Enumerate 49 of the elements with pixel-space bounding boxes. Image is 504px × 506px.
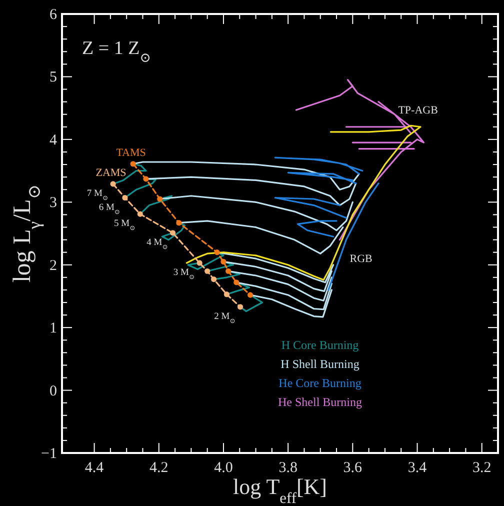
point bbox=[226, 268, 232, 274]
annotation: 4 M$_{⊙}$ bbox=[146, 238, 168, 250]
y-tick-label: 2 bbox=[50, 258, 57, 274]
x-tick-label: 4.4 bbox=[84, 460, 104, 476]
y-tick-label: −1 bbox=[41, 446, 57, 462]
text: He Core Burning bbox=[278, 376, 362, 390]
annotation: 7 M$_{⊙}$ bbox=[86, 188, 108, 202]
annotation: Z = 1 Z$_{⊙}$ bbox=[82, 38, 151, 64]
y-tick-label: 6 bbox=[50, 7, 58, 23]
point bbox=[157, 196, 163, 202]
y-tick-label: 4 bbox=[50, 132, 58, 148]
x-tick-label: 4.0 bbox=[214, 460, 233, 476]
point bbox=[196, 260, 202, 266]
point bbox=[237, 304, 244, 310]
y-tick-label: 3 bbox=[50, 195, 57, 212]
y-tick-label: 0 bbox=[50, 383, 57, 400]
point bbox=[110, 181, 116, 187]
x-tick-label: 3.6 bbox=[343, 460, 363, 476]
x-tick-label: 3.4 bbox=[408, 460, 428, 476]
point bbox=[122, 194, 128, 201]
x-tick-label: 3.8 bbox=[278, 460, 298, 476]
point bbox=[176, 220, 182, 226]
point bbox=[220, 258, 226, 265]
point bbox=[234, 280, 240, 286]
annotation: 5 M$_{⊙}$ bbox=[114, 219, 136, 232]
annotation: 3 M$_{⊙}$ bbox=[173, 268, 195, 280]
point bbox=[224, 292, 230, 298]
point bbox=[143, 176, 149, 182]
point bbox=[130, 161, 136, 167]
point bbox=[210, 276, 217, 282]
point bbox=[137, 211, 143, 217]
annotation: RGB bbox=[350, 252, 372, 265]
x-tick-label: 4.2 bbox=[150, 460, 168, 476]
y-tick-label: 1 bbox=[50, 320, 57, 337]
text: H Shell Burning bbox=[280, 357, 360, 371]
annotation: 6 M$_{⊙}$ bbox=[98, 202, 120, 216]
x-tick-label: 3.2 bbox=[472, 460, 492, 476]
annotation: 2 M$_{⊙}$ bbox=[214, 312, 236, 324]
point bbox=[204, 268, 210, 274]
point bbox=[214, 250, 220, 256]
text: H Core Burning bbox=[281, 338, 359, 352]
x-axis-title: log T$_{eff}$[K] bbox=[232, 474, 328, 506]
series-label: ZAMS bbox=[96, 166, 126, 179]
y-tick-label: 5 bbox=[50, 70, 57, 86]
annotation: TP-AGB bbox=[398, 104, 438, 116]
point bbox=[247, 292, 254, 298]
series-label: TAMS bbox=[116, 146, 146, 159]
point bbox=[170, 230, 176, 236]
text: He Shell Burning bbox=[278, 395, 362, 409]
